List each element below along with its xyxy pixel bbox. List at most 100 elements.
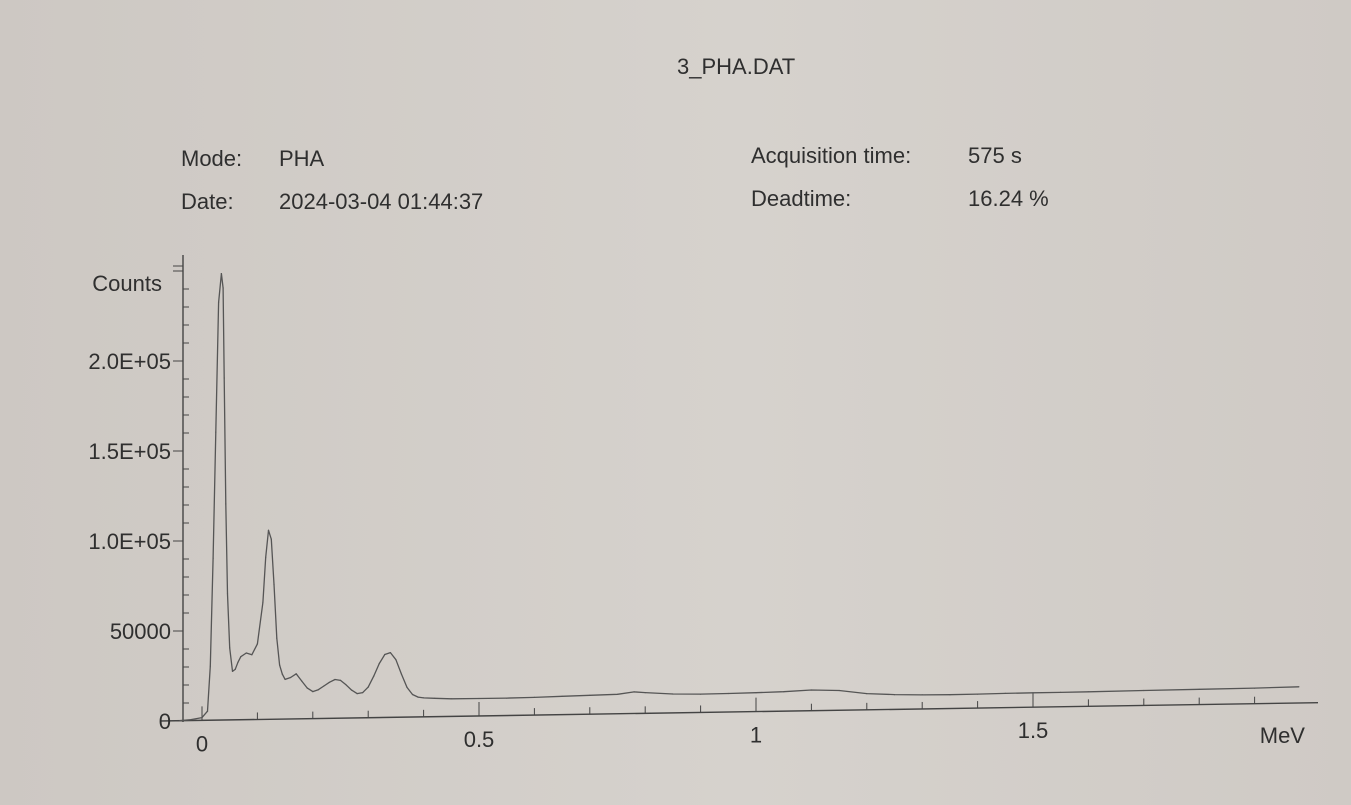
spectrum-point — [1032, 692, 1034, 694]
series — [179, 272, 1300, 722]
spectrum-point — [237, 661, 239, 663]
spectrum-point — [727, 692, 729, 695]
spectrum-point — [373, 675, 375, 677]
spectrum-point — [295, 673, 297, 675]
spectrum-point — [222, 287, 224, 289]
spectrum-point — [866, 693, 868, 695]
x-tick-label: 1.5 — [1018, 718, 1049, 743]
spectrum-point — [1143, 689, 1145, 692]
spectrum-point — [218, 301, 220, 304]
spectrum-point — [276, 637, 278, 639]
spectrum-point — [339, 679, 342, 682]
spectrum-point — [265, 556, 267, 558]
spectrum-point — [1060, 691, 1062, 694]
acquisition-time-value: 575 s — [968, 143, 1022, 168]
spectrum-point — [190, 719, 192, 721]
spectrum-point — [334, 678, 336, 681]
spectrum-point — [251, 654, 253, 656]
spectrum-point — [478, 697, 480, 700]
spectrum-point — [893, 694, 896, 696]
tick-marks — [173, 265, 1256, 722]
spectrum-point — [284, 678, 286, 681]
spectrum-point — [783, 691, 785, 693]
spectrum-point — [256, 643, 258, 645]
spectrum-point — [367, 686, 369, 688]
spectrum-point — [279, 664, 281, 666]
spectrum-point — [262, 601, 264, 604]
date-label: Date: — [181, 189, 234, 214]
axes — [159, 255, 1319, 722]
spectrum-point — [328, 681, 330, 683]
spectrum-point — [633, 691, 635, 693]
spectrum-point — [755, 692, 757, 694]
spectrum-point — [1298, 686, 1300, 688]
spectrum-point — [838, 689, 840, 692]
spectrum-point — [290, 676, 292, 679]
spectrum-point — [223, 377, 225, 379]
deadtime-value: 16.24 % — [968, 186, 1049, 211]
spectrum-point — [225, 503, 227, 505]
spectrum-point — [1198, 688, 1200, 690]
spectrum-point — [317, 689, 319, 691]
spectrum-point — [921, 694, 923, 696]
spectrum-point — [209, 665, 211, 667]
spectrum-point — [312, 691, 314, 693]
spectrum-point — [1254, 687, 1256, 689]
spectrum-point — [977, 693, 979, 695]
spectrum-point — [226, 593, 229, 595]
spectrum-point — [220, 273, 222, 275]
spectrum-point — [356, 693, 358, 695]
spectrum-point — [417, 696, 419, 698]
spectrum-point — [245, 652, 247, 654]
spectrum-point — [281, 673, 283, 675]
spectrum-point — [212, 557, 214, 559]
spectrum-point — [240, 656, 242, 658]
spectrum-point — [229, 647, 231, 649]
spectrum-point — [234, 668, 236, 671]
spectrum-point — [395, 659, 397, 661]
spectrum-point — [215, 431, 217, 433]
spectrum-point — [201, 717, 203, 719]
spectrum-point — [949, 694, 951, 696]
spectrum-point — [389, 652, 391, 654]
deadtime-label: Deadtime: — [751, 186, 852, 211]
spectrum-point — [561, 695, 563, 697]
spectrum-point — [384, 653, 386, 656]
x-axis-line — [159, 702, 1319, 722]
spectrum-point — [362, 692, 364, 694]
spectrum-point — [323, 685, 325, 687]
spectrum-point — [273, 583, 275, 585]
spectrum-point — [434, 697, 436, 699]
y-tick-label: 1.5E+05 — [88, 439, 171, 464]
spectrum-point — [378, 662, 380, 665]
spectrum-point — [206, 710, 209, 712]
acquisition-time-label: Acquisition time: — [751, 143, 912, 168]
mode-value: PHA — [279, 146, 325, 171]
y-tick-label: 2.0E+05 — [88, 349, 171, 374]
tick-labels: 0 50000 1.0E+05 1.5E+05 2.0E+05 0 0.5 1 1.5 — [88, 349, 1048, 756]
y-axis-label: Counts — [92, 271, 162, 296]
y-tick-label: 0 — [159, 709, 171, 734]
spectrum-point — [306, 687, 308, 689]
spectrum-point — [506, 697, 508, 699]
spectrum-point — [423, 697, 425, 699]
y-tick-label: 1.0E+05 — [88, 529, 171, 554]
spectrum-point — [533, 696, 536, 699]
spectrum-point — [231, 670, 234, 672]
x-tick-label: 1 — [750, 723, 762, 748]
spectrum-point — [672, 693, 674, 695]
spectrum-point — [270, 538, 272, 540]
spectrum-point — [345, 684, 347, 686]
date-value: 2024-03-04 01:44:37 — [279, 189, 484, 214]
spectrum-point — [406, 686, 408, 689]
spectrum-point — [1087, 691, 1089, 693]
spectrum-line — [179, 272, 1299, 722]
x-axis-label: MeV — [1260, 723, 1306, 748]
spectrum-point — [351, 689, 353, 691]
spectrum-point — [1004, 692, 1006, 695]
spectrum-point — [616, 693, 619, 695]
spectrum-point — [267, 529, 270, 531]
spectrum-point — [589, 694, 591, 696]
spectrum-point — [179, 720, 181, 722]
